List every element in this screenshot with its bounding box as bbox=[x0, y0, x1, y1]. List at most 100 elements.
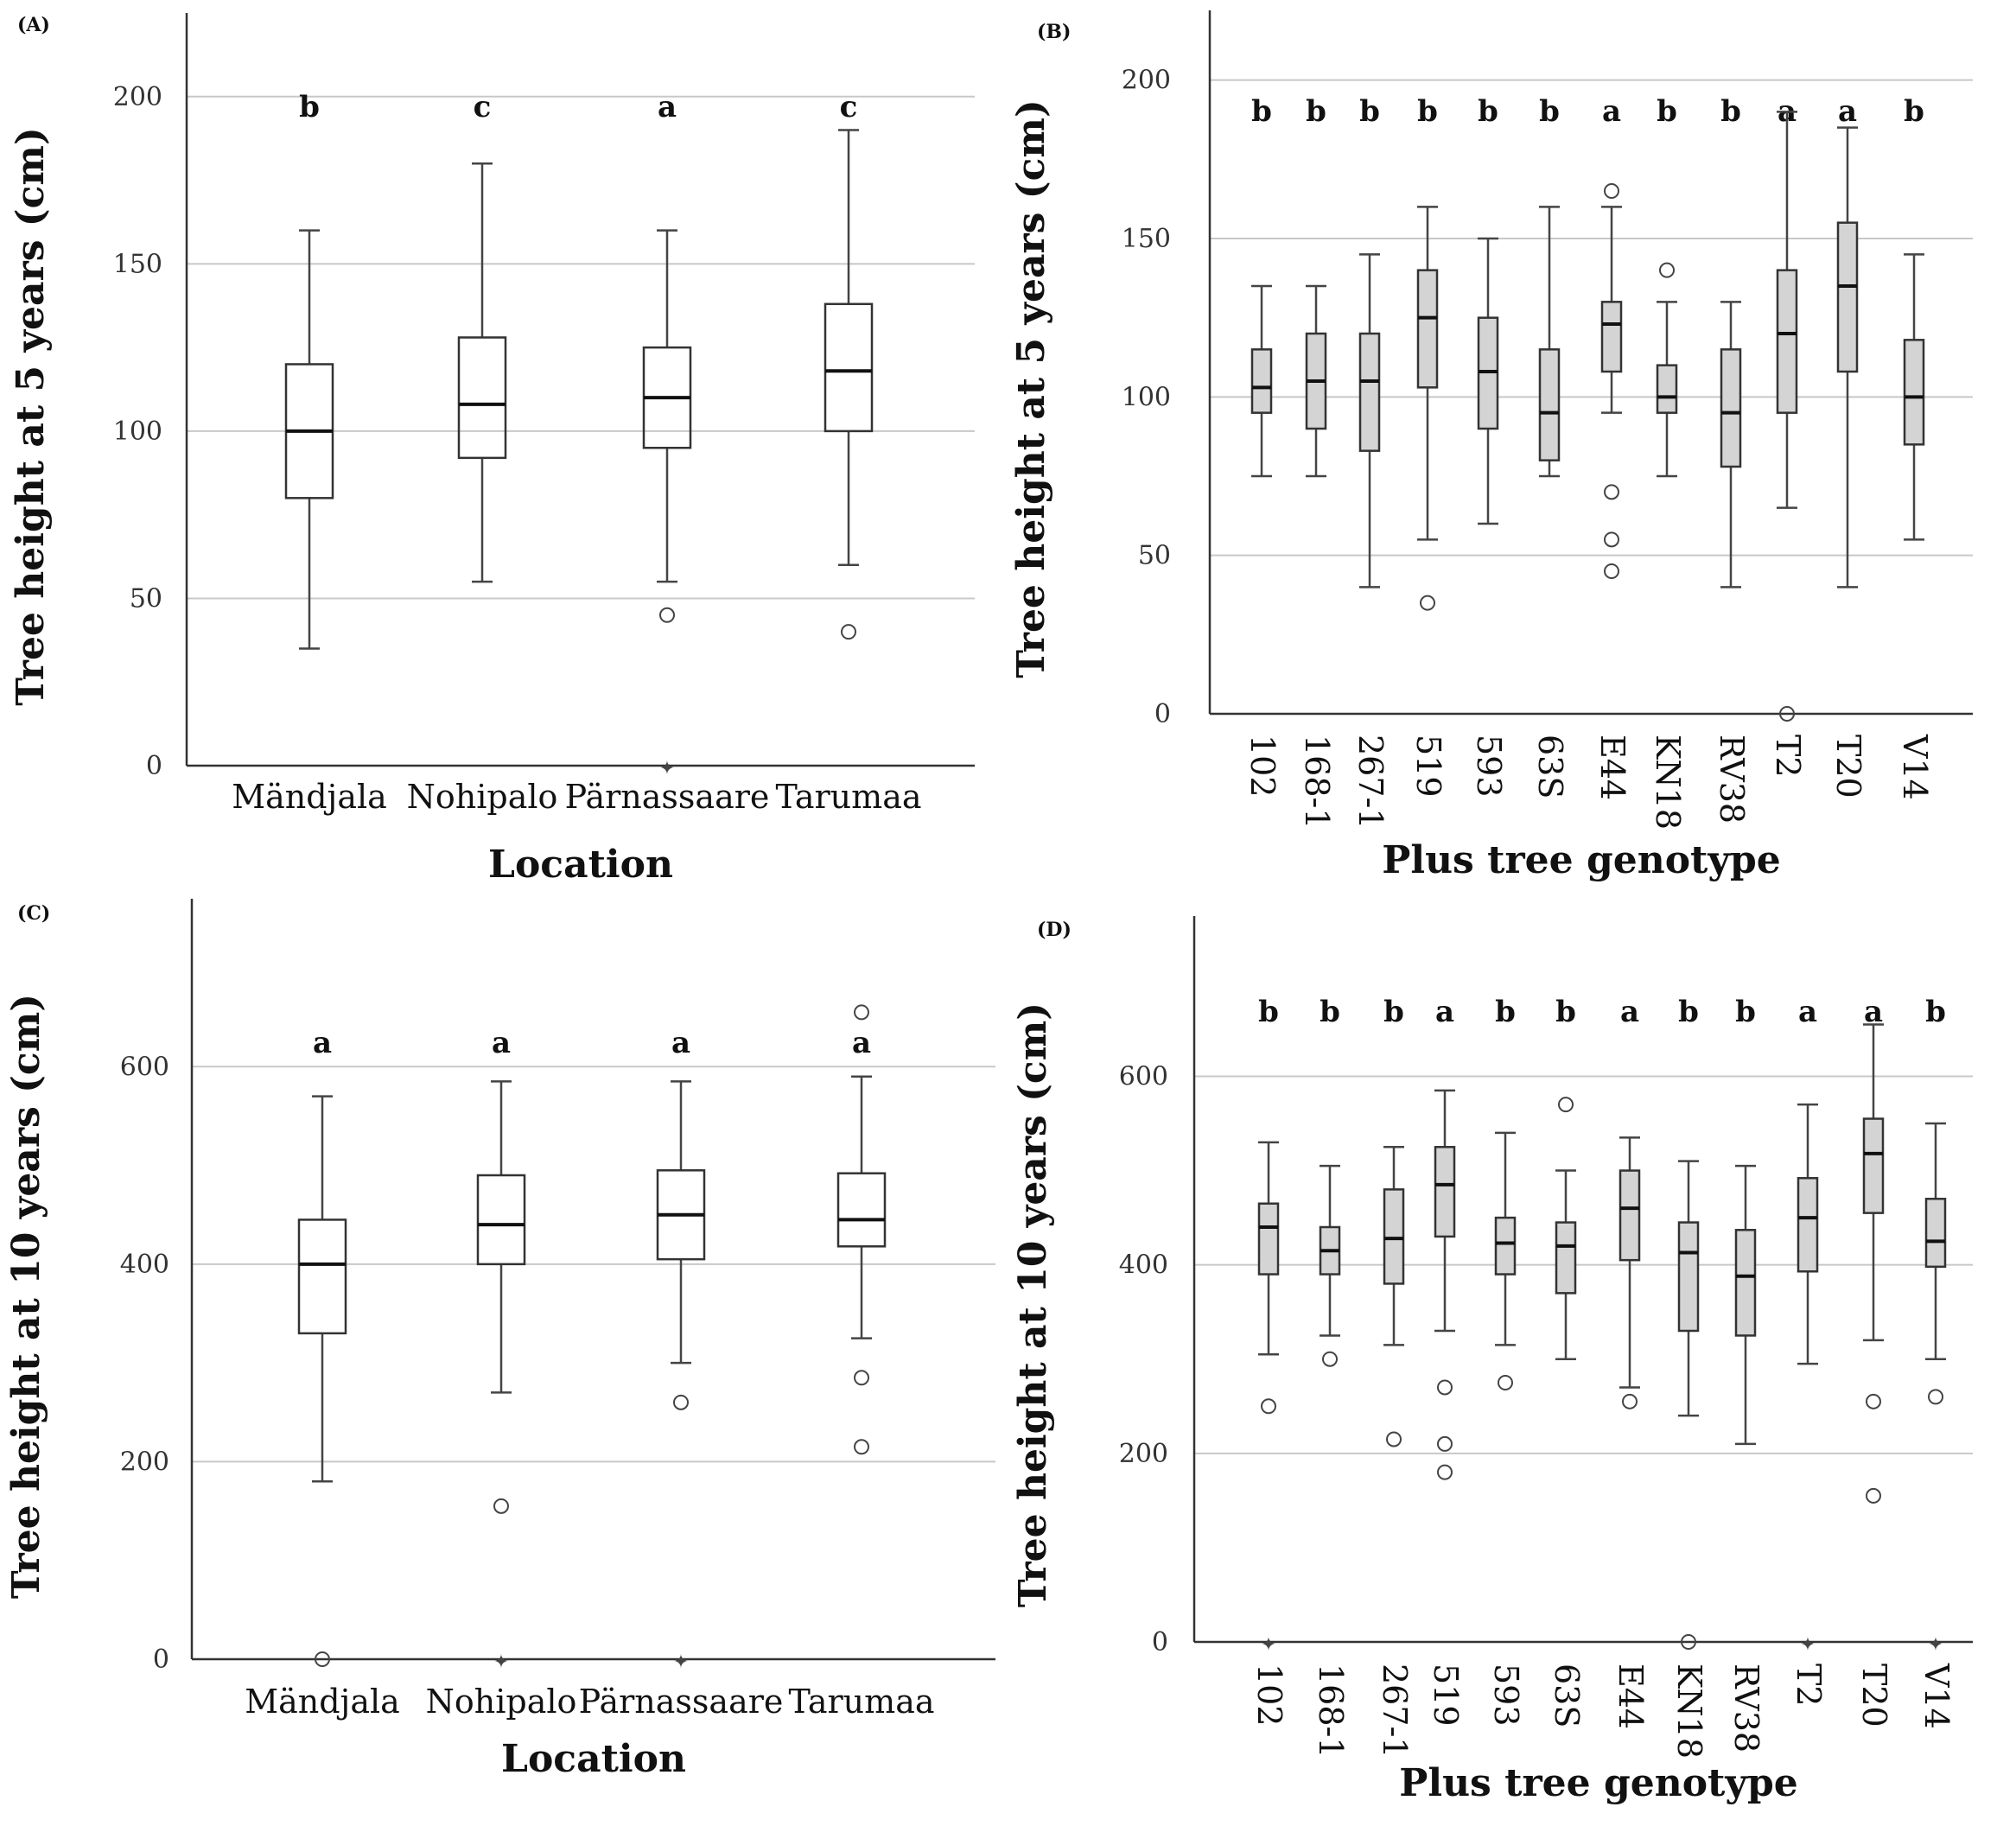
box-iqr bbox=[824, 302, 874, 433]
outlier-point bbox=[1322, 1351, 1338, 1367]
outlier-point bbox=[1437, 1464, 1453, 1480]
x-axis-title: Plus tree genotype bbox=[1382, 838, 1780, 882]
x-category-label: T20 bbox=[1829, 735, 1867, 798]
significance-letter: a bbox=[1435, 995, 1454, 1029]
y-tick-label: 0 bbox=[153, 1645, 169, 1675]
significance-letter: b bbox=[1306, 94, 1326, 129]
significance-letter: b bbox=[1478, 94, 1498, 129]
significance-letter: b bbox=[1678, 995, 1699, 1029]
significance-letter: b bbox=[1555, 995, 1576, 1029]
x-category-label: 519 bbox=[1427, 1664, 1465, 1727]
x-category-label: 519 bbox=[1409, 735, 1447, 798]
x-category-label: V14 bbox=[1917, 1663, 1956, 1729]
outlier-point bbox=[1437, 1435, 1453, 1452]
x-category-label: Tarumaa bbox=[788, 1683, 934, 1721]
significance-letter: b bbox=[1735, 995, 1756, 1029]
y-axis-title: Tree height at 5 years (cm) bbox=[1009, 99, 1053, 678]
significance-letter: b bbox=[1383, 995, 1404, 1029]
x-category-label: Mändjala bbox=[232, 778, 387, 816]
box-iqr bbox=[1619, 1169, 1641, 1262]
y-tick-label: 0 bbox=[146, 751, 162, 781]
box-iqr bbox=[1734, 1229, 1757, 1337]
y-tick-label: 200 bbox=[120, 1447, 169, 1477]
panel-label: (C) bbox=[17, 902, 50, 925]
x-category-label: 102 bbox=[1243, 735, 1281, 798]
outlier-point bbox=[841, 624, 856, 640]
box-iqr bbox=[297, 1218, 347, 1335]
box-iqr bbox=[1797, 1177, 1819, 1273]
significance-letter: b bbox=[1720, 94, 1741, 129]
significance-letter: c bbox=[840, 90, 858, 124]
box-iqr bbox=[1434, 1146, 1456, 1238]
y-tick-label: 400 bbox=[120, 1250, 169, 1280]
box-iqr bbox=[1494, 1216, 1517, 1276]
outlier-point bbox=[1498, 1375, 1513, 1390]
x-category-label: 168-1 bbox=[1298, 735, 1336, 830]
outlier-point bbox=[854, 1370, 869, 1386]
outlier-point bbox=[1928, 1389, 1943, 1405]
outlier-point bbox=[1604, 563, 1619, 579]
y-tick-label: 400 bbox=[1119, 1250, 1168, 1281]
x-category-label: V14 bbox=[1896, 734, 1934, 800]
extreme-point: ✦ bbox=[1261, 1634, 1276, 1656]
y-tick-label: 100 bbox=[113, 417, 162, 447]
y-axis-title: Tree height at 10 years (cm) bbox=[1011, 1002, 1055, 1607]
outlier-point bbox=[1261, 1398, 1276, 1415]
significance-letter: b bbox=[1539, 94, 1560, 129]
outlier-point bbox=[1622, 1393, 1638, 1409]
y-axis-title: Tree height at 5 years (cm) bbox=[9, 127, 53, 706]
x-category-label: T2 bbox=[1769, 735, 1807, 778]
significance-letter: b bbox=[1925, 995, 1946, 1029]
significance-letter: b bbox=[1359, 94, 1380, 129]
box-iqr bbox=[1555, 1221, 1577, 1295]
y-tick-label: 600 bbox=[120, 1052, 169, 1082]
box-iqr bbox=[1358, 332, 1381, 452]
y-tick-label: 150 bbox=[1122, 224, 1171, 254]
panel-B: (B) 0 50 100 150 200 Plus tree genotype Tree he… bbox=[1009, 10, 1973, 882]
box-iqr bbox=[1257, 1202, 1280, 1276]
significance-letter: a bbox=[671, 1026, 690, 1060]
significance-letter: a bbox=[1602, 94, 1621, 129]
x-category-label: T2 bbox=[1790, 1664, 1828, 1707]
outlier-point bbox=[1659, 262, 1675, 278]
box-iqr bbox=[1924, 1198, 1947, 1269]
x-category-label: T20 bbox=[1855, 1664, 1893, 1727]
extreme-point: ✦ bbox=[493, 1651, 509, 1673]
box-iqr bbox=[1416, 269, 1439, 389]
panel-label: (B) bbox=[1037, 21, 1071, 43]
box-iqr bbox=[836, 1172, 887, 1248]
x-category-label: Pärnassaare bbox=[565, 778, 770, 816]
outlier-point bbox=[1558, 1097, 1574, 1113]
outlier-point bbox=[854, 1439, 869, 1455]
y-tick-label: 0 bbox=[1152, 1627, 1168, 1657]
outlier-point bbox=[854, 1004, 869, 1021]
significance-letter: b bbox=[1320, 995, 1340, 1029]
significance-letter: b bbox=[1904, 94, 1924, 129]
box-iqr bbox=[1776, 269, 1798, 414]
x-category-label: Nohipalo bbox=[407, 778, 558, 816]
significance-letter: b bbox=[1657, 94, 1677, 129]
box-iqr bbox=[1656, 364, 1678, 414]
x-category-label: 168-1 bbox=[1312, 1664, 1350, 1759]
outlier-point bbox=[1420, 595, 1435, 611]
x-axis-title: Location bbox=[501, 1737, 686, 1781]
outlier-point bbox=[1866, 1487, 1881, 1504]
y-tick-label: 200 bbox=[1119, 1439, 1168, 1469]
box-iqr bbox=[1600, 301, 1623, 373]
significance-letter: a bbox=[492, 1026, 511, 1060]
x-category-label: 102 bbox=[1250, 1664, 1288, 1727]
x-axis-title: Location bbox=[488, 843, 673, 887]
x-category-label: 267-1 bbox=[1351, 735, 1390, 830]
box-iqr bbox=[1677, 1221, 1700, 1333]
y-tick-label: 0 bbox=[1154, 699, 1171, 729]
panel-A: (A) 0 50 100 150 200 Location Tree height at 5 … bbox=[9, 13, 975, 887]
significance-letter: a bbox=[313, 1026, 332, 1060]
outlier-point bbox=[1604, 531, 1619, 548]
extreme-point: ✦ bbox=[673, 1651, 689, 1673]
y-tick-label: 100 bbox=[1122, 382, 1171, 412]
significance-letter: b bbox=[1417, 94, 1438, 129]
box-iqr bbox=[1720, 348, 1742, 468]
x-category-label: E44 bbox=[1593, 735, 1631, 800]
panel-label: (A) bbox=[17, 14, 50, 36]
